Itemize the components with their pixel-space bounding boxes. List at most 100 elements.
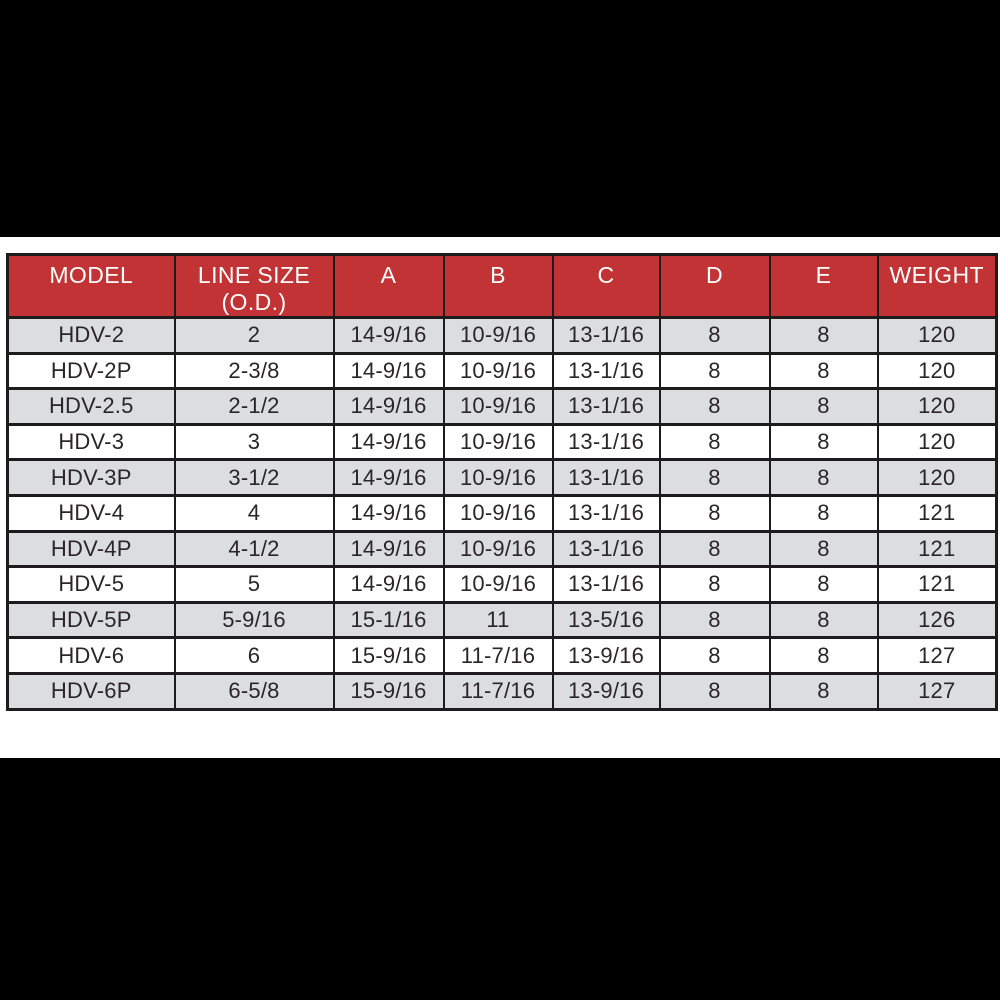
model-cell: HDV-6 xyxy=(6,636,176,675)
value-cell: 14-9/16 xyxy=(332,422,445,462)
value-cell: 2 xyxy=(173,316,335,355)
model-cell: HDV-2 xyxy=(6,316,176,355)
value-cell: 121 xyxy=(876,529,998,569)
value-cell: 14-9/16 xyxy=(332,387,445,426)
value-cell: 11 xyxy=(442,600,554,640)
value-cell: 8 xyxy=(658,636,771,675)
model-cell: HDV-4 xyxy=(6,493,176,533)
value-cell: 127 xyxy=(876,636,998,675)
value-cell: 120 xyxy=(876,422,998,462)
table-row: HDV-2.5 2-1/2 14-9/16 10-9/16 13-1/16 8 8 120 xyxy=(6,387,998,426)
value-cell: 8 xyxy=(658,671,771,711)
value-cell: 13-9/16 xyxy=(551,671,661,711)
table-row: HDV-4 4 14-9/16 10-9/16 13-1/16 8 8 121 xyxy=(6,493,998,533)
value-cell: 8 xyxy=(768,600,879,640)
value-cell: 8 xyxy=(768,316,879,355)
value-cell: 14-9/16 xyxy=(332,529,445,569)
column-header-sublabel: (O.D.) xyxy=(221,289,287,315)
value-cell: 2-1/2 xyxy=(173,387,335,426)
hdv-spec-table: MODEL LINE SIZE (O.D.) A B C D E WEIGHT HDV-2 2 14… xyxy=(6,253,998,711)
value-cell: 13-1/16 xyxy=(551,316,661,355)
value-cell: 10-9/16 xyxy=(442,316,554,355)
table-row: HDV-6P 6-5/8 15-9/16 11-7/16 13-9/16 8 8 127 xyxy=(6,671,998,711)
value-cell: 10-9/16 xyxy=(442,458,554,497)
value-cell: 4 xyxy=(173,493,335,533)
column-header-a: A xyxy=(332,253,445,319)
value-cell: 120 xyxy=(876,458,998,497)
value-cell: 126 xyxy=(876,600,998,640)
value-cell: 15-1/16 xyxy=(332,600,445,640)
value-cell: 8 xyxy=(768,493,879,533)
value-cell: 8 xyxy=(768,422,879,462)
value-cell: 8 xyxy=(658,351,771,391)
value-cell: 8 xyxy=(658,387,771,426)
value-cell: 6 xyxy=(173,636,335,675)
value-cell: 8 xyxy=(658,458,771,497)
value-cell: 8 xyxy=(658,565,771,604)
value-cell: 8 xyxy=(658,316,771,355)
column-header-label: A xyxy=(380,262,397,288)
column-header-label: D xyxy=(705,262,723,288)
value-cell: 8 xyxy=(658,493,771,533)
column-header-label: B xyxy=(490,262,506,288)
value-cell: 8 xyxy=(768,351,879,391)
value-cell: 14-9/16 xyxy=(332,565,445,604)
column-header-label: WEIGHT xyxy=(889,262,984,288)
value-cell: 8 xyxy=(768,671,879,711)
column-header-line-size: LINE SIZE (O.D.) xyxy=(173,253,335,319)
value-cell: 6-5/8 xyxy=(173,671,335,711)
value-cell: 14-9/16 xyxy=(332,493,445,533)
model-cell: HDV-4P xyxy=(6,529,176,569)
value-cell: 13-1/16 xyxy=(551,351,661,391)
column-header-label: C xyxy=(597,262,615,288)
column-header-label: E xyxy=(815,262,832,288)
table-row: HDV-6 6 15-9/16 11-7/16 13-9/16 8 8 127 xyxy=(6,636,998,675)
value-cell: 10-9/16 xyxy=(442,565,554,604)
table-row: HDV-5P 5-9/16 15-1/16 11 13-5/16 8 8 126 xyxy=(6,600,998,640)
table-row: HDV-2 2 14-9/16 10-9/16 13-1/16 8 8 120 xyxy=(6,316,998,355)
table-row: HDV-5 5 14-9/16 10-9/16 13-1/16 8 8 121 xyxy=(6,565,998,604)
value-cell: 8 xyxy=(658,529,771,569)
value-cell: 14-9/16 xyxy=(332,351,445,391)
value-cell: 10-9/16 xyxy=(442,422,554,462)
table-row: HDV-4P 4-1/2 14-9/16 10-9/16 13-1/16 8 8 121 xyxy=(6,529,998,569)
value-cell: 10-9/16 xyxy=(442,493,554,533)
value-cell: 11-7/16 xyxy=(442,671,554,711)
value-cell: 120 xyxy=(876,351,998,391)
value-cell: 8 xyxy=(768,458,879,497)
value-cell: 8 xyxy=(768,529,879,569)
value-cell: 15-9/16 xyxy=(332,671,445,711)
value-cell: 15-9/16 xyxy=(332,636,445,675)
value-cell: 10-9/16 xyxy=(442,529,554,569)
value-cell: 8 xyxy=(658,600,771,640)
value-cell: 13-1/16 xyxy=(551,458,661,497)
column-header-model: MODEL xyxy=(6,253,176,319)
value-cell: 13-1/16 xyxy=(551,565,661,604)
value-cell: 14-9/16 xyxy=(332,316,445,355)
value-cell: 3-1/2 xyxy=(173,458,335,497)
value-cell: 8 xyxy=(768,387,879,426)
value-cell: 13-9/16 xyxy=(551,636,661,675)
value-cell: 3 xyxy=(173,422,335,462)
table-row: HDV-3P 3-1/2 14-9/16 10-9/16 13-1/16 8 8 120 xyxy=(6,458,998,497)
bottom-black-bar xyxy=(0,758,1000,1000)
column-header-e: E xyxy=(768,253,879,319)
content-band: MODEL LINE SIZE (O.D.) A B C D E WEIGHT HDV-2 2 14… xyxy=(0,237,1000,758)
column-header-weight: WEIGHT xyxy=(876,253,998,319)
value-cell: 121 xyxy=(876,565,998,604)
column-header-d: D xyxy=(658,253,771,319)
model-cell: HDV-5 xyxy=(6,565,176,604)
model-cell: HDV-2P xyxy=(6,351,176,391)
table-header-row: MODEL LINE SIZE (O.D.) A B C D E WEIGHT xyxy=(6,253,998,319)
top-black-bar xyxy=(0,0,1000,237)
value-cell: 13-1/16 xyxy=(551,387,661,426)
table-row: HDV-2P 2-3/8 14-9/16 10-9/16 13-1/16 8 8 120 xyxy=(6,351,998,391)
value-cell: 120 xyxy=(876,387,998,426)
model-cell: HDV-3 xyxy=(6,422,176,462)
model-cell: HDV-2.5 xyxy=(6,387,176,426)
value-cell: 127 xyxy=(876,671,998,711)
column-header-c: C xyxy=(551,253,661,319)
column-header-label: LINE SIZE xyxy=(197,262,311,288)
column-header-b: B xyxy=(442,253,554,319)
model-cell: HDV-3P xyxy=(6,458,176,497)
